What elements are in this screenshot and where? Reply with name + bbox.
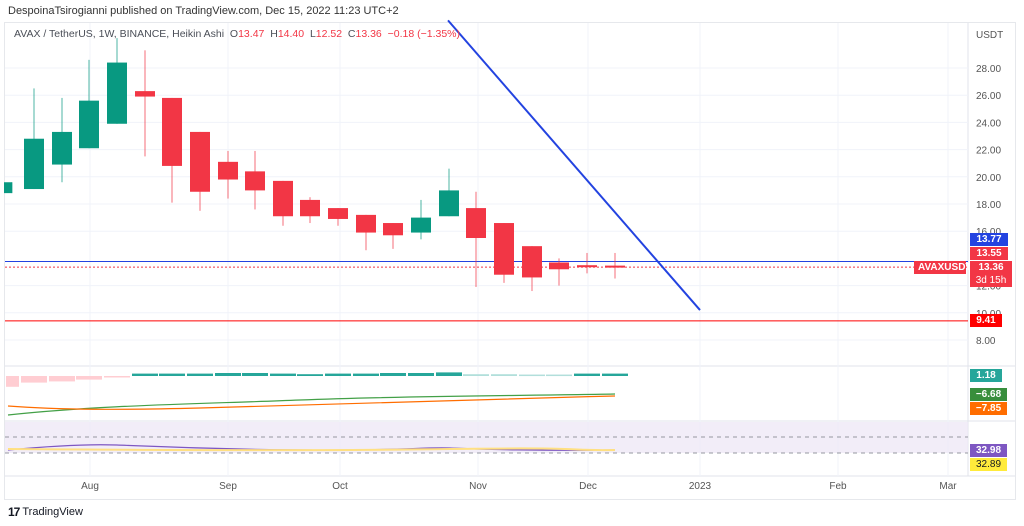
time-axis-label: Nov — [469, 481, 487, 492]
time-axis-label: Dec — [579, 481, 597, 492]
symbol-label-tag: AVAXUSDT — [914, 261, 972, 274]
candle-body[interactable] — [494, 223, 514, 275]
candle-body[interactable] — [135, 91, 155, 97]
macd-histogram-bar — [602, 373, 628, 376]
candle-body[interactable] — [107, 62, 127, 124]
macd-line — [7, 393, 616, 416]
price-axis-tick: 16.00 — [976, 227, 1001, 238]
price-tag-high: 13.55 — [970, 247, 1008, 260]
rsi-ma-value-tag: 32.89 — [970, 458, 1007, 471]
macd-line-value-tag: −6.68 — [970, 388, 1007, 401]
macd-histogram-bar — [463, 374, 489, 376]
open-value: 13.47 — [238, 28, 265, 40]
change-value: −0.18 (−1.35%) — [387, 28, 461, 40]
chart-legend: AVAX / TetherUS, 1W, BINANCE, Heikin Ash… — [14, 28, 461, 40]
time-axis-label: Aug — [81, 481, 99, 492]
macd-histogram-bar — [6, 376, 19, 387]
candle-body[interactable] — [522, 246, 542, 278]
candle-body[interactable] — [300, 199, 320, 217]
macd-histogram-bar — [325, 373, 351, 376]
price-tag-last: 13.36 — [970, 261, 1012, 274]
tradingview-footer[interactable]: 17 TradingView — [8, 505, 83, 519]
candle-body[interactable] — [24, 138, 44, 190]
price-axis-tick: 20.00 — [976, 173, 1001, 184]
macd-histogram-bar — [353, 373, 379, 376]
macd-histogram-bar — [270, 373, 296, 376]
price-tag-red-line: 9.41 — [970, 314, 1002, 327]
candle-body[interactable] — [218, 161, 238, 180]
macd-histogram-bar — [436, 372, 462, 376]
tradingview-logo-icon: 17 — [8, 505, 20, 519]
candle-body[interactable] — [4, 182, 12, 194]
price-axis-tick: 24.00 — [976, 118, 1001, 129]
candle-body[interactable] — [383, 223, 403, 236]
macd-histogram-bar — [297, 374, 323, 376]
macd-histogram-bar — [242, 373, 268, 376]
time-axis-label: Sep — [219, 481, 237, 492]
price-axis-tick: 22.00 — [976, 146, 1001, 157]
price-axis-currency[interactable]: USDT — [976, 30, 1003, 41]
high-value: 14.40 — [277, 28, 305, 40]
candle-body[interactable] — [245, 171, 265, 191]
symbol-info[interactable]: AVAX / TetherUS, 1W, BINANCE, Heikin Ash… — [14, 28, 225, 40]
macd-histogram-bar — [519, 374, 545, 377]
price-axis-tick: 18.00 — [976, 200, 1001, 211]
macd-histogram-bar — [159, 373, 185, 376]
price-tag-blue-line: 13.77 — [970, 233, 1008, 246]
macd-histogram-bar — [104, 376, 130, 378]
candle-body[interactable] — [52, 131, 72, 165]
candle-body[interactable] — [162, 97, 182, 166]
macd-histogram-bar — [76, 376, 102, 380]
macd-histogram-bar — [49, 376, 75, 382]
candle-body[interactable] — [328, 208, 348, 219]
macd-histogram-bar — [491, 374, 517, 376]
candle-body[interactable] — [190, 131, 210, 192]
rsi-value-tag: 32.98 — [970, 444, 1007, 457]
price-axis-tick: 28.00 — [976, 64, 1001, 75]
candle-body[interactable] — [549, 262, 569, 270]
published-by-line: DespoinaTsirogianni published on Trading… — [8, 5, 399, 17]
macd-histogram-bar — [546, 374, 572, 377]
candle-body[interactable] — [466, 208, 486, 238]
candle-body[interactable] — [605, 265, 625, 268]
candle-body[interactable] — [356, 214, 376, 233]
candle-body[interactable] — [577, 265, 597, 268]
candle-body[interactable] — [273, 180, 293, 217]
tradingview-brand: TradingView — [22, 506, 83, 518]
time-axis-label: Mar — [939, 481, 957, 492]
time-axis-label: Feb — [829, 481, 847, 492]
time-axis-label: 2023 — [689, 481, 712, 492]
signal-line — [7, 395, 616, 410]
macd-histogram-bar — [380, 373, 406, 376]
macd-histogram-bar — [408, 373, 434, 376]
macd-histogram-bar — [132, 373, 158, 376]
macd-histogram-bar — [215, 373, 241, 376]
macd-histogram-bar — [574, 373, 600, 376]
histogram-value-tag: 1.18 — [970, 369, 1002, 382]
price-axis-tick: 8.00 — [976, 336, 996, 347]
time-axis-label: Oct — [332, 481, 348, 492]
close-value: 13.36 — [355, 28, 382, 40]
low-value: 12.52 — [315, 28, 343, 40]
candle-body[interactable] — [79, 100, 99, 149]
price-axis-tick: 12.00 — [976, 282, 1001, 293]
trend-line[interactable] — [447, 19, 701, 311]
bar-countdown-tag: 3d 15h — [970, 274, 1012, 287]
price-axis-tick: 26.00 — [976, 91, 1001, 102]
rsi-ma-line — [7, 447, 616, 452]
signal-line-value-tag: −7.85 — [970, 402, 1007, 415]
candle-body[interactable] — [411, 217, 431, 233]
macd-histogram-bar — [21, 376, 47, 383]
macd-histogram-bar — [187, 373, 213, 376]
candle-body[interactable] — [439, 190, 459, 217]
